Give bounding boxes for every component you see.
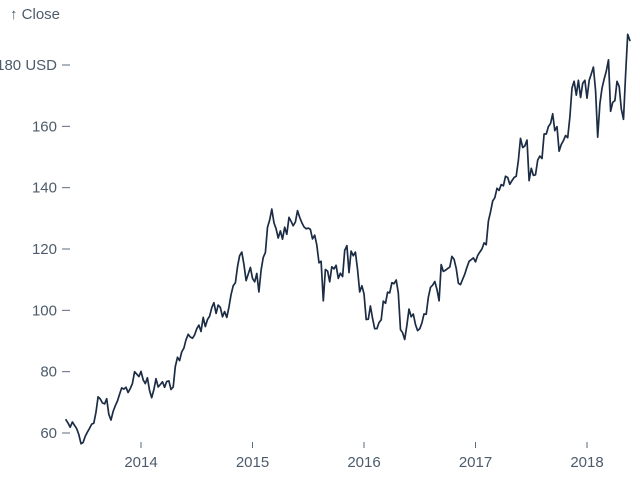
x-axis: 2014 2015 2016 2017 2018 xyxy=(124,442,604,471)
y-tick-label: 180 USD xyxy=(0,57,57,74)
x-tick-label: 2018 xyxy=(570,454,603,471)
y-tick-label: 60 xyxy=(40,425,57,442)
y-tick-label: 120 xyxy=(32,241,57,258)
y-tick-label: 160 xyxy=(32,118,57,135)
x-tick-label: 2016 xyxy=(347,454,380,471)
y-tick-label: 140 xyxy=(32,180,57,197)
x-tick-label: 2017 xyxy=(459,454,492,471)
y-axis: 60 80 100 120 140 160 180 USD xyxy=(0,57,70,442)
y-tick-label: 100 xyxy=(32,302,57,319)
price-line xyxy=(65,33,631,445)
y-tick-label: 80 xyxy=(40,364,57,381)
x-tick-label: 2015 xyxy=(236,454,269,471)
y-axis-title: ↑ Close xyxy=(10,6,60,23)
x-tick-label: 2014 xyxy=(124,454,157,471)
